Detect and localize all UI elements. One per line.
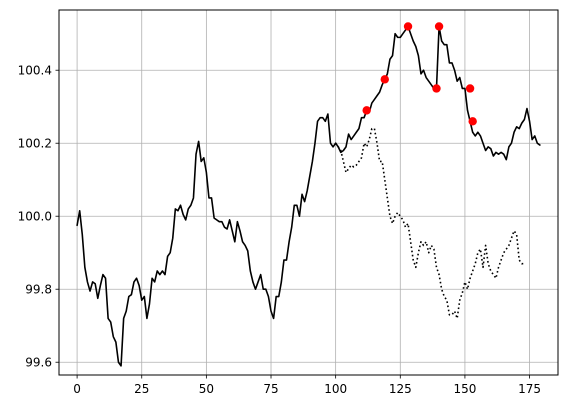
y-axis: 99.6 99.8 100.0 100.2 100.4 bbox=[18, 64, 59, 370]
y-tick-label: 100.0 bbox=[18, 210, 52, 224]
y-tick-label: 99.8 bbox=[25, 283, 52, 297]
x-tick-label: 75 bbox=[263, 382, 278, 396]
red-marker-point bbox=[362, 106, 371, 115]
red-marker-point bbox=[432, 84, 441, 93]
solid-series-line-0 bbox=[76, 113, 337, 367]
x-tick-label: 50 bbox=[199, 382, 214, 396]
y-tick-label: 100.2 bbox=[18, 137, 52, 151]
grid-lines bbox=[59, 10, 558, 375]
red-marker-point bbox=[380, 75, 389, 84]
x-tick-label: 125 bbox=[389, 382, 412, 396]
x-tick-label: 0 bbox=[73, 382, 81, 396]
x-tick-label: 100 bbox=[324, 382, 347, 396]
y-tick-label: 99.6 bbox=[25, 356, 52, 370]
x-tick-label: 150 bbox=[453, 382, 476, 396]
y-tick-label: 100.4 bbox=[18, 64, 52, 78]
x-tick-label: 175 bbox=[518, 382, 541, 396]
red-marker-point bbox=[434, 22, 444, 31]
x-axis: 0 25 50 75 100 125 150 175 bbox=[73, 375, 541, 396]
marker-group bbox=[362, 22, 477, 126]
dotted-series-line-2 bbox=[334, 127, 525, 320]
red-marker-point bbox=[468, 117, 477, 126]
x-tick-label: 25 bbox=[134, 382, 149, 396]
red-marker-point bbox=[403, 22, 413, 31]
plot-area-frame bbox=[58, 9, 559, 376]
red-marker-point bbox=[465, 84, 475, 93]
